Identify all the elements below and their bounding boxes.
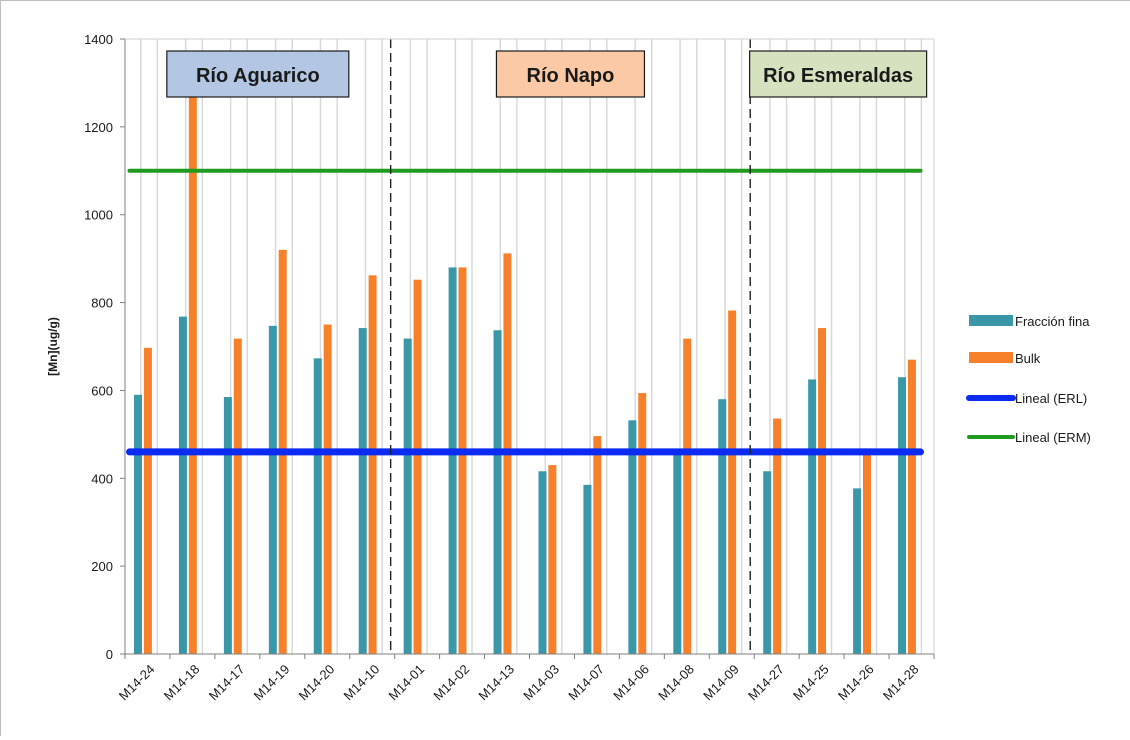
bar-bulk-m14-24 [143, 347, 152, 654]
legend-label: Fracción fina [1015, 314, 1090, 329]
x-tick-label: M14-02 [430, 662, 472, 704]
bar-fraccion-fina-m14-26 [853, 488, 862, 654]
bar-fraccion-fina-m14-10 [358, 328, 367, 654]
x-tick-label: M14-19 [251, 662, 293, 704]
bar-fraccion-fina-m14-07 [583, 484, 592, 654]
y-axis-label: [Mn](ug/g) [46, 317, 60, 376]
legend-label: Bulk [1015, 351, 1041, 366]
bar-bulk-m14-06 [638, 393, 647, 654]
bar-fraccion-fina-m14-17 [223, 397, 232, 654]
bar-fraccion-fina-m14-25 [808, 379, 817, 654]
y-tick-label: 1200 [84, 120, 113, 135]
bar-fraccion-fina-m14-08 [673, 451, 682, 654]
bar-bulk-m14-17 [233, 338, 242, 654]
bar-bulk-m14-01 [413, 279, 422, 654]
plot-area [125, 39, 934, 654]
x-tick-label: M14-28 [880, 662, 922, 704]
bar-fraccion-fina-m14-03 [538, 471, 547, 654]
region-labels: Río Aguarico Río Napo Río Esmeraldas [166, 50, 928, 98]
legend: Fracción fina Bulk Lineal (ERL) Lineal (ERM… [966, 314, 1091, 445]
bar-fraccion-fina-m14-13 [493, 330, 502, 654]
bar-bulk-m14-02 [458, 267, 467, 654]
bar-fraccion-fina-m14-02 [448, 267, 457, 654]
bar-fraccion-fina-m14-19 [268, 325, 277, 654]
x-tick-label: M14-09 [700, 662, 742, 704]
bar-bulk-m14-28 [907, 359, 916, 654]
y-tick-label: 1000 [84, 208, 113, 223]
y-tick-label: 800 [91, 296, 113, 311]
region-label: Río Esmeraldas [763, 65, 913, 87]
bar-fraccion-fina-m14-24 [133, 394, 142, 654]
bar-bulk-m14-20 [323, 324, 332, 654]
reference-lines [125, 168, 925, 456]
x-tick-label: M14-13 [475, 662, 517, 704]
x-tick-label: M14-06 [610, 662, 652, 704]
bar-fraccion-fina-m14-18 [178, 316, 187, 654]
y-tick-label: 600 [91, 383, 113, 398]
bar-bulk-m14-25 [818, 328, 827, 654]
bar-bulk-m14-18 [188, 93, 197, 655]
bar-bulk-m14-03 [548, 465, 557, 654]
bar-fraccion-fina-m14-01 [403, 338, 412, 654]
x-tick-label: M14-07 [565, 662, 607, 704]
x-tick-label: M14-18 [161, 662, 203, 704]
x-tick-label: M14-26 [835, 662, 877, 704]
bar-bulk-m14-07 [593, 436, 602, 654]
region-label: Río Aguarico [196, 65, 320, 87]
bar-bulk-m14-10 [368, 275, 377, 654]
bar-bulk-m14-09 [728, 310, 737, 654]
y-tick-label: 200 [91, 559, 113, 574]
bar-bulk-m14-26 [862, 448, 871, 654]
bar-bulk-m14-27 [773, 418, 782, 654]
plot-background [125, 39, 934, 654]
x-tick-label: M14-03 [520, 662, 562, 704]
bars [133, 93, 916, 655]
y-tick-label: 400 [91, 471, 113, 486]
x-tick-label: M14-24 [116, 662, 158, 704]
bar-fraccion-fina-m14-06 [628, 420, 637, 654]
x-tick-label: M14-27 [745, 662, 787, 704]
legend-label: Lineal (ERL) [1015, 391, 1087, 406]
x-tick-label: M14-25 [790, 662, 832, 704]
x-tick-label: M14-10 [341, 662, 383, 704]
x-tick-label: M14-20 [296, 662, 338, 704]
y-tick-label: 1400 [84, 32, 113, 47]
bar-fraccion-fina-m14-20 [313, 358, 322, 654]
legend-swatch-bulk [969, 352, 1013, 363]
x-tick-label: M14-17 [206, 662, 248, 704]
region-box-1 [495, 50, 646, 98]
region-box-0 [166, 50, 350, 98]
x-tick-label: M14-08 [655, 662, 697, 704]
y-tick-label: 0 [106, 647, 113, 662]
bar-bulk-m14-08 [683, 338, 692, 654]
bar-fraccion-fina-m14-28 [898, 377, 907, 654]
region-label: Río Napo [527, 65, 615, 87]
region-dividers [389, 39, 751, 654]
bar-fraccion-fina-m14-27 [763, 471, 772, 654]
x-tick-label: M14-01 [385, 662, 427, 704]
legend-label: Lineal (ERM) [1015, 430, 1091, 445]
bar-fraccion-fina-m14-09 [718, 399, 727, 654]
region-box-2 [749, 50, 928, 98]
legend-swatch-fraccion-fina [969, 315, 1013, 326]
